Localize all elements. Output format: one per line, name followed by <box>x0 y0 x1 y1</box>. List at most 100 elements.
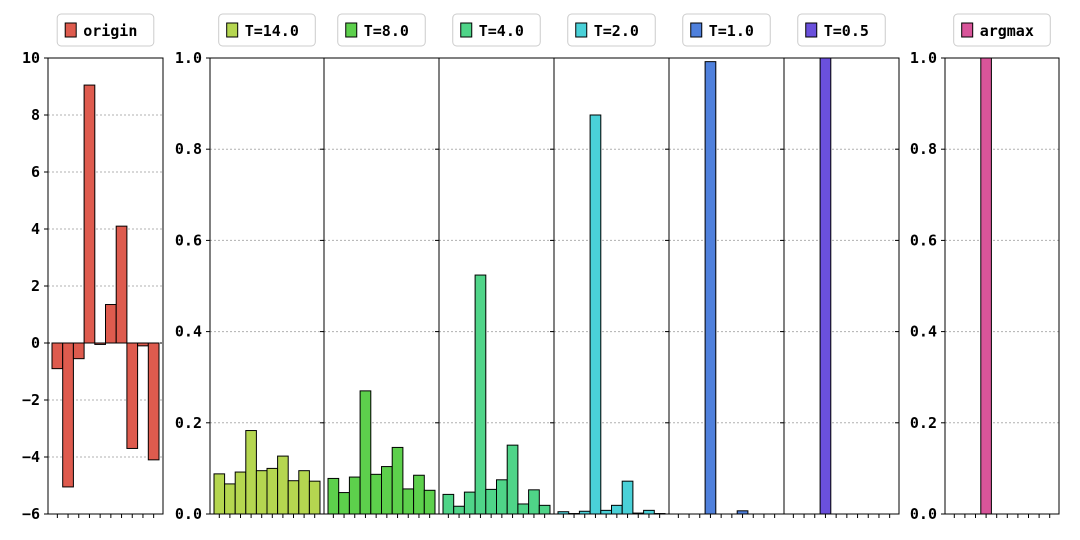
legend-label: T=2.0 <box>594 22 639 40</box>
legend-swatch <box>226 22 239 38</box>
panel-5: T=1.0 <box>668 13 785 518</box>
ytick-label: 0.4 <box>910 323 937 341</box>
legend-box <box>452 13 541 47</box>
legend-box <box>953 13 1051 47</box>
panel-1: 0.0 0.2 0.4 0.6 0.8 1.0 T=14.0 <box>175 13 325 523</box>
bar <box>348 476 361 515</box>
panel-4: T=2.0 <box>553 13 670 518</box>
panel-7: 0.0 0.2 0.4 0.6 0.8 1.0 argmax <box>910 13 1060 523</box>
bar <box>72 342 85 360</box>
ytick-label: 0.4 <box>175 323 202 341</box>
legend-swatch <box>961 22 974 38</box>
legend-label: argmax <box>980 22 1034 40</box>
bar <box>643 509 655 515</box>
ytick-label: 0 <box>31 334 40 352</box>
ytick-label: 8 <box>31 106 40 124</box>
bar <box>137 342 149 347</box>
legend-swatch <box>345 22 358 38</box>
bar <box>611 504 623 515</box>
ytick-label: 0.8 <box>910 140 937 158</box>
bar <box>819 57 832 515</box>
legend: T=1.0 <box>682 13 771 47</box>
plot-frame <box>668 57 785 515</box>
bar <box>538 504 551 515</box>
legend-label: T=1.0 <box>709 22 754 40</box>
bar <box>391 446 404 515</box>
plot-frame <box>553 57 670 515</box>
legend: T=4.0 <box>452 13 541 47</box>
bar <box>423 489 436 515</box>
plot-frame <box>944 57 1060 515</box>
bar <box>338 492 350 515</box>
legend-box <box>218 13 316 47</box>
legend-swatch <box>805 22 818 38</box>
legend-swatch <box>575 22 588 38</box>
legend: argmax <box>953 13 1051 47</box>
bar <box>224 483 236 515</box>
legend-label: T=4.0 <box>479 22 524 40</box>
legend-label: T=8.0 <box>364 22 409 40</box>
bar <box>255 470 268 515</box>
panel-2: T=8.0 <box>323 13 440 518</box>
ytick-label: −4 <box>22 448 40 466</box>
legend: T=14.0 <box>218 13 316 47</box>
bar <box>327 477 340 515</box>
legend-box <box>337 13 426 47</box>
panel-6: T=0.5 <box>783 13 900 518</box>
legend-swatch <box>690 22 703 38</box>
legend: T=2.0 <box>567 13 656 47</box>
ytick-label: 0.2 <box>910 414 937 432</box>
ytick-label: −2 <box>22 391 40 409</box>
ytick-label: 2 <box>31 277 40 295</box>
ytick-label: 0.8 <box>175 140 202 158</box>
bar <box>105 304 117 344</box>
plot-frame <box>783 57 900 515</box>
legend-label: T=0.5 <box>824 22 869 40</box>
bar <box>308 480 321 515</box>
bar <box>359 390 372 515</box>
ytick-label: 0.0 <box>175 505 202 523</box>
bar <box>474 274 487 515</box>
bar <box>442 493 455 515</box>
bar <box>83 84 96 344</box>
ytick-label: 1.0 <box>175 49 202 67</box>
bar <box>517 503 530 515</box>
bar <box>234 471 247 515</box>
bar <box>370 473 382 515</box>
bar <box>600 509 612 515</box>
legend: T=0.5 <box>797 13 886 47</box>
bar <box>147 342 160 461</box>
legend-box <box>797 13 886 47</box>
ytick-label: 4 <box>31 220 40 238</box>
bar <box>287 480 300 515</box>
legend-box <box>567 13 656 47</box>
plot-frame <box>323 57 440 515</box>
bar <box>589 114 602 515</box>
bar <box>402 488 415 515</box>
bar <box>266 467 279 515</box>
legend-box <box>682 13 771 47</box>
bar <box>381 466 393 515</box>
plot-frame <box>209 57 325 515</box>
ytick-label: 10 <box>22 49 40 67</box>
legend-swatch <box>64 22 77 38</box>
bar <box>506 444 519 515</box>
bar <box>115 225 128 344</box>
legend: T=8.0 <box>337 13 426 47</box>
panel-3: T=4.0 <box>438 13 555 518</box>
bar <box>980 57 992 515</box>
legend-swatch <box>460 22 473 38</box>
legend: origin <box>56 13 155 47</box>
bar <box>94 342 107 345</box>
bar <box>51 342 64 370</box>
legend-label: origin <box>83 22 137 40</box>
bar <box>528 489 540 515</box>
bar <box>413 474 425 515</box>
legend-label: T=14.0 <box>245 22 299 40</box>
bar <box>62 342 74 488</box>
legend-box <box>56 13 155 47</box>
bar <box>704 61 717 515</box>
bar <box>298 470 310 515</box>
ytick-label: 0.0 <box>910 505 937 523</box>
